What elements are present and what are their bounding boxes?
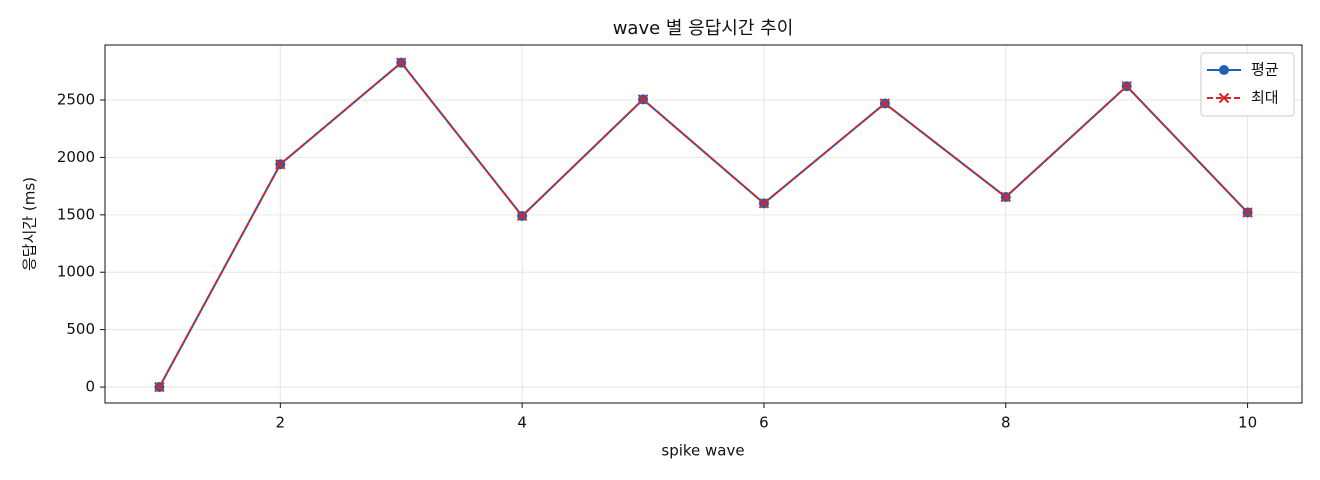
series-line — [158, 61, 1249, 388]
x-tick-label: 10 — [1238, 414, 1257, 432]
plot-frame — [104, 44, 1303, 404]
y-tick-label: 500 — [66, 320, 95, 338]
y-tick-label: 1000 — [57, 263, 95, 281]
x-tick-label: 2 — [276, 414, 286, 432]
x-tick-label: 8 — [1001, 414, 1011, 432]
point — [879, 98, 891, 109]
point — [1121, 81, 1132, 92]
point — [1000, 191, 1011, 203]
legend-label: 평균 — [1251, 61, 1279, 79]
point — [1242, 207, 1253, 218]
point — [154, 381, 165, 393]
point — [637, 94, 649, 105]
point — [758, 198, 770, 209]
point — [516, 210, 528, 222]
y-tick-label: 2500 — [57, 90, 95, 108]
y-tick-label: 0 — [85, 378, 95, 396]
x-tick-label: 6 — [759, 414, 769, 432]
y-axis-label: 응답시간 (ms) — [21, 177, 39, 271]
y-tick-label: 1500 — [57, 205, 95, 223]
x-axis-label: spike wave — [661, 442, 744, 460]
x-tick-label: 4 — [517, 414, 527, 432]
point — [275, 159, 286, 170]
legend-marker — [1218, 92, 1230, 104]
point — [396, 57, 407, 68]
legend-marker — [1219, 65, 1229, 75]
legend-label: 최대 — [1251, 89, 1279, 107]
legend-box — [1200, 52, 1295, 117]
y-tick-label: 2000 — [57, 148, 95, 166]
chart-title: wave 별 응답시간 추이 — [613, 18, 794, 39]
